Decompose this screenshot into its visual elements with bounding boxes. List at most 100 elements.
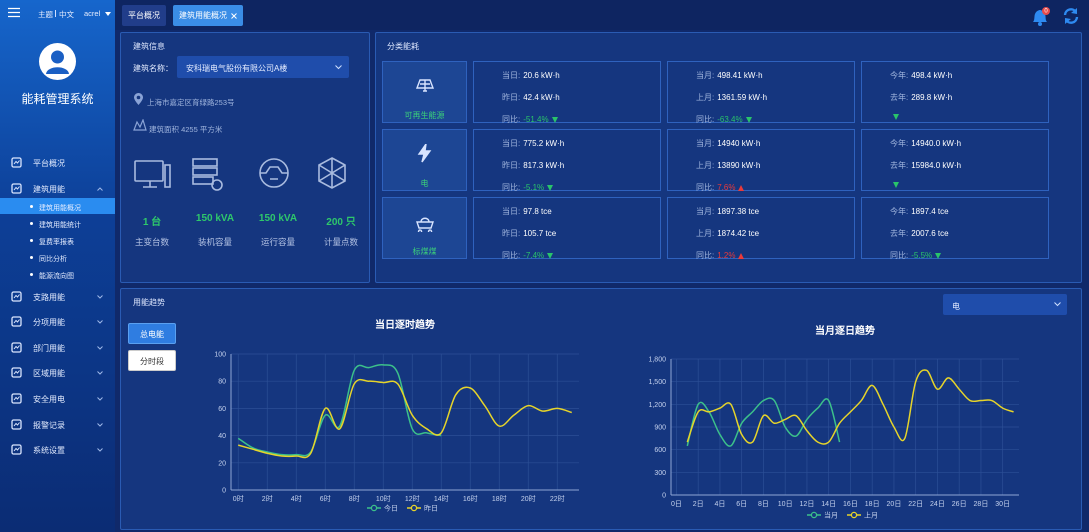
chart-title: 当日逐时趋势: [375, 318, 435, 331]
cell-line: 去年: 289.8 kW·h: [890, 92, 952, 103]
menu-item[interactable]: 分项用能: [33, 318, 65, 328]
avatar: [39, 43, 76, 80]
chevron: [97, 294, 103, 299]
cell-label: 昨日:: [502, 229, 521, 238]
icon-shape: [415, 79, 435, 92]
menu-item[interactable]: 系统设置: [33, 446, 65, 456]
menu-icon-shape: [13, 160, 20, 165]
submenu-dot: [30, 204, 33, 208]
tab[interactable]: 建筑用能概况: [173, 5, 243, 26]
theme-link[interactable]: 主题: [38, 10, 53, 19]
menu-item[interactable]: 支路用能: [33, 292, 65, 302]
cell-value: 2007.6 tce: [911, 229, 949, 238]
chart-title: 当月逐日趋势: [815, 324, 875, 337]
cell-label: 当月:: [696, 139, 715, 148]
cell-line: 昨日: 42.4 kW·h: [502, 92, 560, 103]
y-tick-label: 100: [214, 352, 226, 359]
menu-toggle[interactable]: [8, 7, 20, 18]
notification-count: 0: [1044, 9, 1048, 15]
x-tick-label: 22时: [550, 494, 565, 503]
category-icon: [416, 217, 434, 232]
y-tick-label: 600: [654, 447, 666, 454]
menu-item[interactable]: 建筑用能: [33, 184, 65, 194]
menu-icon-shape: [13, 421, 20, 426]
cell-label: 今年:: [890, 139, 909, 148]
category-icon: [415, 79, 435, 92]
tab[interactable]: 平台概况: [122, 5, 166, 26]
y-tick-label: 900: [654, 425, 666, 432]
y-tick-label: 1,500: [648, 379, 666, 386]
stat-value: 1 台: [142, 217, 162, 228]
category-box[interactable]: 可再生能源: [382, 61, 467, 123]
cell-label: 同比:: [502, 251, 521, 260]
submenu-dot: [30, 273, 33, 277]
category-rows: 可再生能源 当日: 20.6 kW·h 昨日: 42.4 kW·h 同比: -51.4% 当月…: [376, 33, 1083, 284]
close-icon: [231, 12, 237, 19]
building-select[interactable]: 安科瑞电气股份有限公司A楼: [177, 56, 349, 78]
cell-value: -5.5%: [911, 251, 933, 260]
x-tick-label: 16时: [463, 494, 478, 503]
cell-label: 昨日:: [502, 93, 521, 102]
select-caret: [335, 65, 342, 70]
y-tick-label: 1,800: [648, 357, 666, 364]
menu-icon: [11, 316, 22, 327]
x-tick-label: 12时: [405, 494, 420, 503]
menu-icon-shape: [11, 418, 22, 430]
cell-value: 1.2%: [717, 251, 736, 260]
submenu-item[interactable]: 建筑用能概况: [39, 204, 81, 212]
cell-label: 当日:: [502, 207, 521, 216]
panel-title: 分类能耗: [387, 42, 419, 51]
y-tick-label: 20: [218, 460, 226, 467]
chevron: [97, 345, 103, 350]
menu-icon: [11, 367, 22, 379]
cell-label: 昨日:: [502, 161, 521, 170]
cell-label: 上月:: [696, 161, 715, 170]
y-tick-label: 0: [662, 493, 666, 500]
menu-item[interactable]: 安全用电: [33, 395, 65, 404]
language-link[interactable]: 中文: [59, 10, 74, 19]
x-tick-label: 20时: [521, 494, 536, 503]
notification-bell[interactable]: 0: [1030, 7, 1052, 27]
category-name: 可再生能源: [404, 111, 445, 120]
menu-icon: [11, 290, 22, 302]
cell-label: 上月:: [696, 229, 715, 238]
menu-icon-shape: [11, 290, 22, 302]
chevron: [97, 397, 103, 401]
energy-cell: 当月: 1897.38 tce 上月: 1874.42 tce 同比: 1.2%: [667, 197, 855, 260]
mode-button[interactable]: 分时段: [128, 350, 176, 371]
select-caret: [1054, 302, 1061, 307]
menu-item[interactable]: 部门用能: [33, 343, 65, 353]
menu-item[interactable]: 平台概况: [33, 159, 65, 168]
submenu-item[interactable]: 能源流向图: [39, 273, 74, 281]
energy-select[interactable]: 电: [943, 294, 1067, 315]
tab-label: 平台概况: [128, 11, 160, 20]
x-tick-label: 18日: [865, 500, 880, 508]
x-tick-label: 30日: [995, 500, 1010, 508]
cell-value: 1361.59 kW·h: [717, 93, 768, 102]
cell-line: 当月: 498.41 kW·h: [696, 70, 763, 81]
cell-label: 同比:: [696, 251, 715, 260]
stat-value: 200 只: [326, 217, 356, 228]
cell-label: 上月:: [696, 93, 715, 102]
cell-value: 775.2 kW·h: [523, 139, 565, 148]
cell-value: 1897.4 tce: [911, 207, 949, 216]
mode-button[interactable]: 总电能: [128, 323, 176, 344]
separator: [55, 10, 56, 17]
user-name[interactable]: acrel: [84, 9, 101, 18]
menu-item[interactable]: 区域用能: [33, 369, 65, 379]
category-box[interactable]: 标煤煤: [382, 197, 467, 259]
menu-icon-shape: [13, 396, 20, 401]
legend-label: 昨日: [424, 504, 438, 513]
menu-item[interactable]: 报警记录: [33, 420, 65, 430]
energy-type: 电: [952, 302, 960, 311]
legend-marker: [410, 504, 418, 512]
trend-arrow: [551, 116, 558, 123]
submenu-item[interactable]: 同比分析: [39, 256, 67, 264]
category-box[interactable]: 电: [382, 129, 467, 191]
submenu-item[interactable]: 建筑用能统计: [39, 221, 81, 229]
refresh-button[interactable]: [1062, 7, 1080, 25]
cell-value: -7.4%: [523, 251, 545, 260]
submenu-item[interactable]: 复费率报表: [39, 239, 74, 246]
legend-marker: [370, 504, 378, 512]
cell-label: 同比:: [502, 183, 521, 192]
